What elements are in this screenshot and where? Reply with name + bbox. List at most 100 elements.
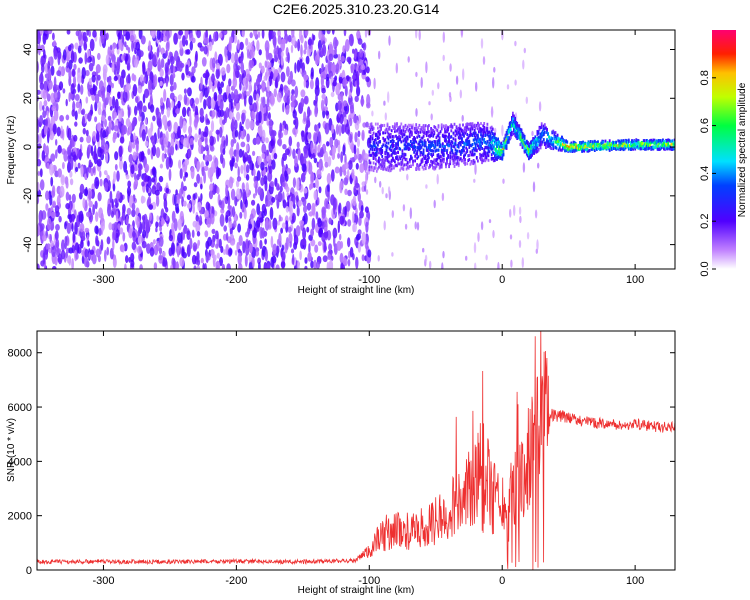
noise-cell: [220, 153, 224, 165]
signal-cell: [632, 143, 634, 147]
signal-cell: [543, 143, 546, 147]
signal-cell: [481, 147, 483, 150]
signal-cell: [428, 146, 430, 150]
signal-cell: [491, 147, 494, 151]
signal-cell: [469, 129, 472, 133]
signal-cell: [572, 143, 575, 147]
signal-cell: [617, 144, 620, 147]
noise-cell: [182, 200, 187, 207]
noise-cell: [216, 186, 220, 195]
signal-cell: [407, 148, 410, 151]
noise-cell: [282, 199, 287, 209]
noise-cell: [194, 97, 200, 105]
noise-cell: [218, 238, 222, 249]
noise-cell: [102, 130, 107, 139]
signal-cell: [425, 130, 428, 134]
noise-cell: [133, 132, 136, 141]
signal-cell: [444, 148, 446, 152]
noise-cell: [384, 112, 387, 121]
signal-cell: [642, 146, 645, 150]
signal-cell: [368, 125, 371, 129]
noise-cell: [50, 176, 54, 187]
signal-cell: [403, 163, 406, 167]
signal-cell: [428, 166, 430, 170]
noise-cell: [203, 165, 209, 171]
signal-cell: [492, 159, 495, 163]
signal-cell: [496, 138, 498, 142]
signal-cell: [398, 134, 401, 138]
noise-cell: [428, 101, 431, 106]
noise-cell: [377, 254, 380, 262]
signal-cell: [433, 130, 436, 134]
signal-cell: [410, 157, 412, 161]
noise-cell: [518, 240, 522, 248]
signal-cell: [487, 146, 490, 150]
noise-cell: [230, 36, 234, 44]
noise-cell: [332, 227, 338, 239]
signal-cell: [630, 147, 632, 151]
signal-cell: [370, 144, 373, 148]
signal-cell: [427, 157, 429, 161]
noise-cell: [85, 96, 89, 104]
signal-cell: [589, 143, 592, 147]
signal-cell: [396, 155, 398, 159]
noise-cell: [261, 129, 266, 143]
noise-cell: [196, 160, 201, 170]
signal-cell: [402, 133, 405, 136]
signal-cell: [535, 137, 538, 141]
signal-cell: [388, 154, 391, 158]
signal-cell: [569, 145, 572, 149]
noise-cell: [112, 183, 116, 192]
signal-cell: [633, 139, 636, 143]
signal-cell: [396, 157, 398, 160]
noise-cell: [264, 248, 268, 262]
noise-cell: [167, 146, 172, 157]
signal-cell: [400, 166, 403, 170]
signal-cell: [657, 144, 660, 148]
signal-cell: [520, 139, 523, 143]
signal-cell: [436, 129, 439, 132]
noise-cell: [244, 199, 248, 208]
signal-cell: [435, 164, 438, 168]
signal-cell: [466, 122, 469, 126]
noise-cell: [245, 174, 250, 181]
noise-cell: [53, 40, 56, 46]
signal-cell: [499, 152, 502, 156]
signal-cell: [522, 134, 525, 138]
signal-cell: [405, 167, 408, 171]
noise-cell: [162, 257, 168, 267]
signal-cell: [411, 156, 413, 160]
signal-cell: [480, 130, 482, 134]
signal-cell: [475, 156, 478, 159]
noise-cell: [168, 168, 172, 181]
signal-cell: [490, 136, 493, 140]
signal-cell: [477, 159, 479, 163]
signal-cell: [583, 141, 586, 145]
noise-cell: [55, 139, 58, 146]
noise-cell: [82, 127, 87, 135]
signal-cell: [486, 122, 489, 126]
noise-cell: [70, 50, 75, 64]
noise-cell: [194, 133, 199, 143]
noise-cell: [347, 237, 351, 248]
noise-cell: [414, 221, 417, 230]
signal-cell: [627, 144, 630, 148]
noise-cell: [179, 47, 184, 57]
noise-cell: [177, 125, 181, 139]
signal-cell: [480, 140, 482, 144]
signal-cell: [410, 130, 412, 134]
signal-cell: [416, 152, 419, 156]
signal-cell: [424, 157, 427, 161]
signal-cell: [378, 140, 380, 144]
signal-cell: [401, 152, 404, 156]
signal-cell: [385, 145, 388, 148]
noise-cell: [47, 68, 51, 81]
signal-cell: [608, 148, 611, 152]
noise-cell: [105, 152, 109, 164]
signal-cell: [522, 143, 525, 147]
signal-cell: [601, 139, 604, 143]
signal-cell: [557, 140, 560, 143]
signal-cell: [368, 161, 371, 165]
signal-cell: [602, 140, 605, 144]
signal-cell: [471, 134, 474, 137]
